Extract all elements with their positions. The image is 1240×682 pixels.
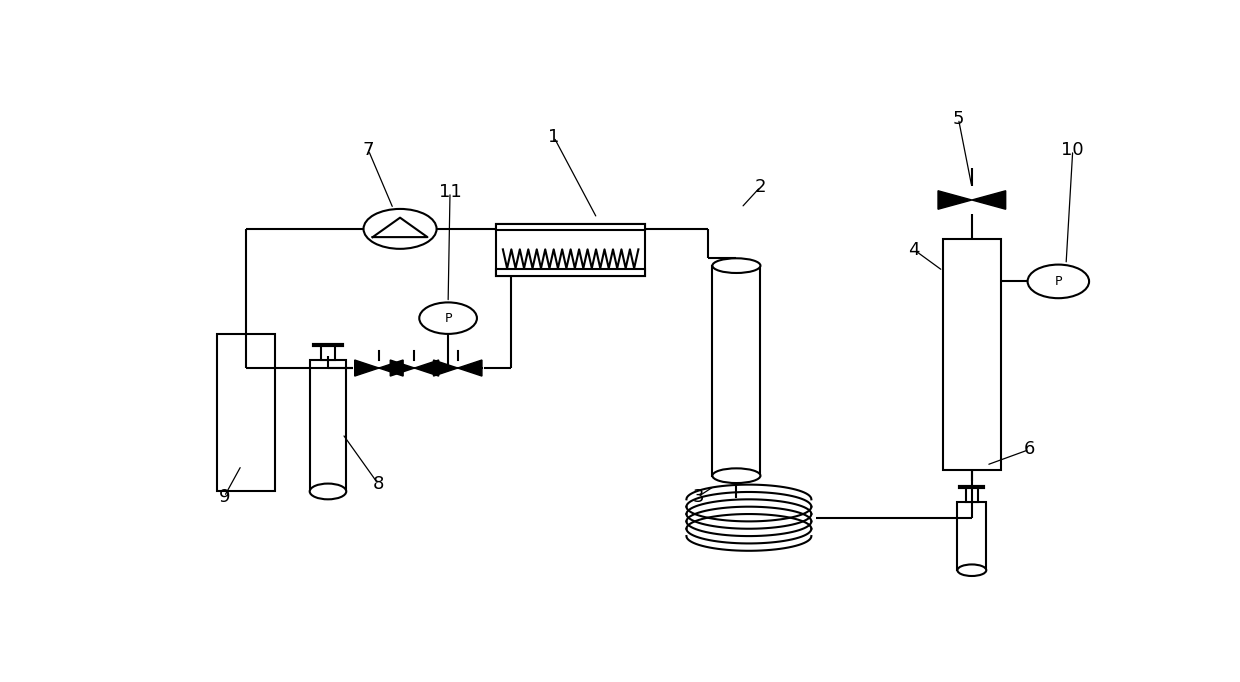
Text: 3: 3	[692, 488, 704, 505]
Ellipse shape	[957, 565, 986, 576]
Polygon shape	[458, 360, 482, 376]
Text: 6: 6	[1024, 441, 1035, 458]
Text: 1: 1	[548, 128, 559, 146]
Ellipse shape	[712, 469, 760, 483]
Text: 9: 9	[218, 488, 229, 505]
Text: 5: 5	[952, 110, 965, 128]
Ellipse shape	[712, 258, 760, 273]
Bar	[496, 224, 645, 231]
Text: 10: 10	[1061, 141, 1084, 159]
Polygon shape	[937, 191, 972, 209]
Polygon shape	[434, 360, 458, 376]
Polygon shape	[391, 360, 414, 376]
Polygon shape	[379, 360, 403, 376]
Text: P: P	[1054, 275, 1063, 288]
Bar	[496, 269, 645, 276]
Polygon shape	[414, 360, 439, 376]
Text: P: P	[444, 312, 451, 325]
Circle shape	[363, 209, 436, 249]
Polygon shape	[972, 191, 1006, 209]
Text: 8: 8	[372, 475, 383, 492]
Bar	[966, 487, 977, 502]
Bar	[321, 346, 335, 360]
Circle shape	[1028, 265, 1089, 298]
Polygon shape	[355, 360, 379, 376]
Bar	[957, 502, 986, 570]
Text: 7: 7	[362, 141, 374, 159]
Bar	[712, 266, 760, 476]
Bar	[217, 334, 275, 492]
Circle shape	[419, 302, 477, 334]
Text: 11: 11	[439, 183, 461, 201]
Ellipse shape	[310, 484, 346, 499]
Text: 2: 2	[755, 178, 766, 196]
Bar	[310, 360, 346, 492]
Bar	[942, 239, 1001, 471]
Bar	[496, 224, 645, 276]
Text: 4: 4	[909, 241, 920, 259]
